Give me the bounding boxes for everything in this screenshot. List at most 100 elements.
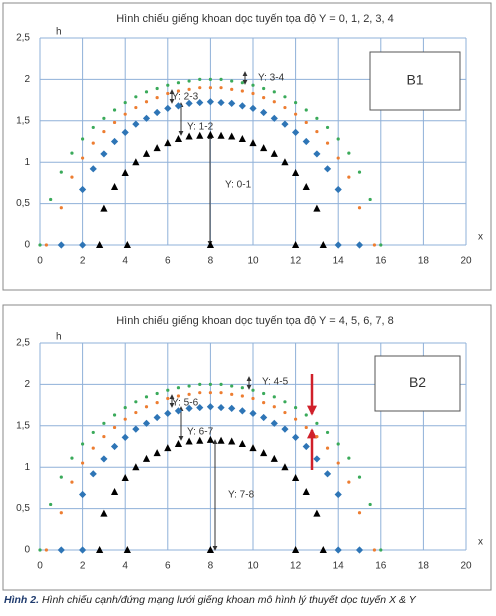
point <box>121 433 129 441</box>
point <box>142 114 151 122</box>
point <box>59 170 63 174</box>
point <box>262 96 266 100</box>
point <box>283 400 287 404</box>
point <box>302 183 310 191</box>
point <box>240 81 244 85</box>
point <box>294 112 298 116</box>
point <box>217 403 225 412</box>
point <box>347 151 351 155</box>
point <box>110 488 119 496</box>
point <box>59 475 63 479</box>
annotation: Y: 4-5 <box>262 377 289 388</box>
point <box>110 137 119 146</box>
point <box>198 391 202 395</box>
x-tick-label: 8 <box>208 561 214 572</box>
point <box>91 430 95 435</box>
point <box>96 546 104 553</box>
point <box>206 403 214 411</box>
point <box>302 488 310 496</box>
x-tick-label: 6 <box>165 561 171 572</box>
point <box>206 435 214 443</box>
point <box>100 150 108 158</box>
point <box>336 442 340 446</box>
point <box>79 546 87 554</box>
y-tick-label: 2 <box>24 74 30 85</box>
annotation: Y: 5-6 <box>172 398 199 409</box>
x-tick-label: 12 <box>290 256 302 267</box>
point <box>357 206 362 210</box>
point <box>208 86 212 90</box>
point <box>230 87 234 91</box>
y-tick-label: 1 <box>24 157 30 168</box>
y-axis-label: h <box>56 27 62 38</box>
point <box>44 548 48 552</box>
annotation: Y: 1-2 <box>187 122 214 133</box>
y-tick-label: 0,5 <box>16 503 30 514</box>
point <box>238 440 246 448</box>
point <box>323 470 332 478</box>
point <box>292 473 300 481</box>
point <box>91 446 95 450</box>
point <box>134 105 138 110</box>
point <box>379 548 383 552</box>
point <box>357 170 362 174</box>
point <box>304 425 308 430</box>
point <box>219 77 223 81</box>
point <box>302 442 310 451</box>
point <box>155 96 159 100</box>
point <box>70 456 74 460</box>
point <box>100 509 108 517</box>
point <box>313 509 321 517</box>
point <box>144 395 149 399</box>
point <box>260 449 268 457</box>
point <box>110 183 119 191</box>
point <box>357 475 362 479</box>
point <box>281 463 289 471</box>
y-tick-label: 1,5 <box>16 115 30 126</box>
point <box>91 141 95 145</box>
x-tick-label: 20 <box>460 256 472 267</box>
point <box>294 417 298 421</box>
point <box>315 116 319 120</box>
point <box>262 391 266 396</box>
annotation: Y: 2-3 <box>172 92 199 103</box>
point <box>217 436 225 444</box>
x-axis-label: x <box>478 232 483 243</box>
point <box>206 98 214 106</box>
point <box>174 407 183 415</box>
point <box>176 394 181 398</box>
point <box>155 391 159 396</box>
point <box>240 89 244 93</box>
chart-frame <box>2 304 492 591</box>
point <box>132 425 140 433</box>
point <box>230 79 234 83</box>
point <box>238 135 246 143</box>
point <box>219 391 223 395</box>
point <box>347 456 351 460</box>
x-tick-label: 10 <box>247 561 259 572</box>
point <box>368 502 372 507</box>
point <box>315 129 319 134</box>
point <box>112 120 117 125</box>
point <box>198 77 202 81</box>
point <box>185 404 193 413</box>
chart-title: Hình chiếu giếng khoan dọc tuyến tọa độ … <box>116 315 394 327</box>
caption-text: Hình chiếu cạnh/đứng mạng lưới giếng kho… <box>41 594 416 606</box>
point <box>142 419 151 427</box>
point <box>164 139 172 147</box>
point <box>325 446 330 450</box>
x-tick-label: 4 <box>122 256 128 267</box>
y-tick-label: 1,5 <box>16 420 30 431</box>
chart: Hình chiếu giếng khoan dọc tuyến tọa độ … <box>2 304 492 591</box>
point <box>217 98 225 107</box>
point <box>304 120 308 125</box>
point <box>79 241 87 249</box>
x-tick-label: 20 <box>460 561 472 572</box>
x-tick-label: 12 <box>290 561 302 572</box>
caption-label: Hình 2. <box>4 594 40 606</box>
point <box>89 165 97 173</box>
point <box>134 95 138 99</box>
point <box>355 546 364 554</box>
point <box>292 241 300 248</box>
point <box>292 168 300 176</box>
